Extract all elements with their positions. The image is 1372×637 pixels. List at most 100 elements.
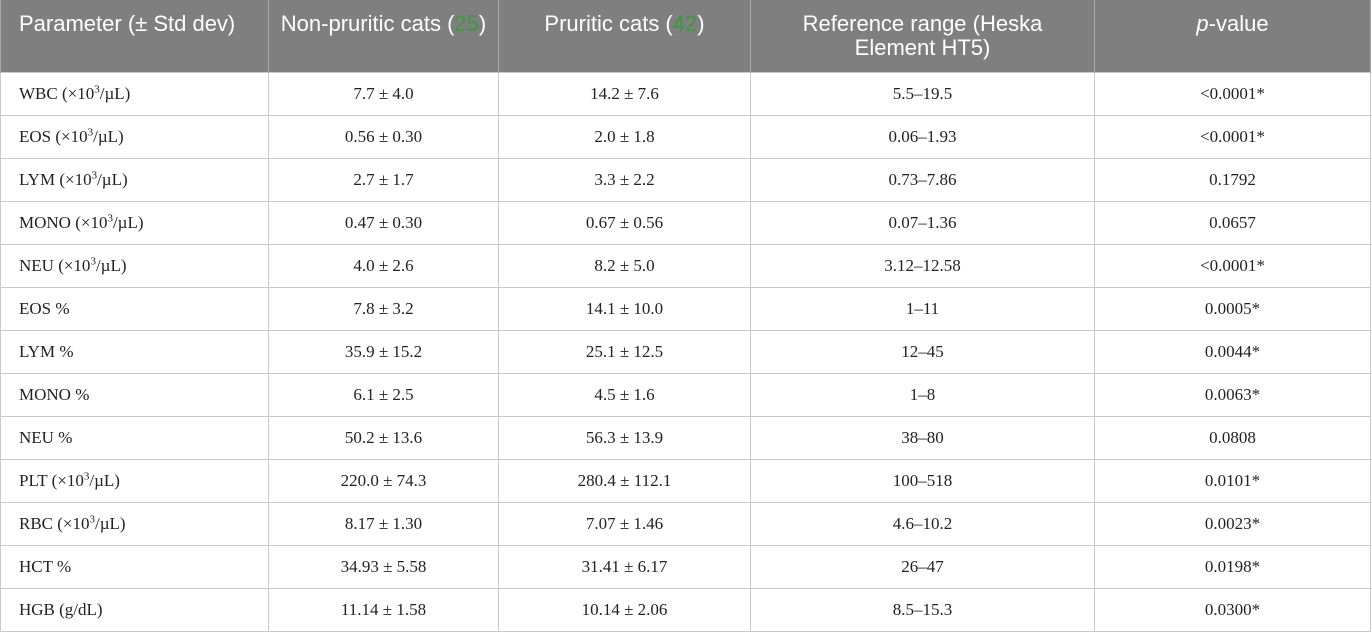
parameter-exponent: 3 xyxy=(83,469,90,482)
header-non-pruritic: Non-pruritic cats (25) xyxy=(268,0,499,72)
parameter-unit: /µL) xyxy=(112,212,144,232)
pruritic-cell: 10.14 ± 2.06 xyxy=(498,587,751,632)
non-pruritic-cell: 7.7 ± 4.0 xyxy=(268,71,499,116)
p-value-cell: <0.0001* xyxy=(1094,71,1371,116)
p-value-cell: 0.0063* xyxy=(1094,372,1371,417)
reference-range-cell: 12–45 xyxy=(750,329,1095,374)
table-row: MONO (×103/µL) 0.47 ± 0.30 0.67 ± 0.56 0.07… xyxy=(0,200,1371,245)
parameter-name: EOS (×10 xyxy=(19,126,88,146)
parameter-unit: /µL) xyxy=(97,169,128,189)
reference-range-cell: 100–518 xyxy=(750,458,1095,503)
p-value-cell: 0.0198* xyxy=(1094,544,1371,589)
pruritic-cell: 4.5 ± 1.6 xyxy=(498,372,751,417)
p-value-cell: 0.0044* xyxy=(1094,329,1371,374)
non-pruritic-cell: 8.17 ± 1.30 xyxy=(268,501,499,546)
non-pruritic-cell: 2.7 ± 1.7 xyxy=(268,157,499,202)
p-value-cell: 0.0023* xyxy=(1094,501,1371,546)
reference-range-cell: 26–47 xyxy=(750,544,1095,589)
parameter-cell: PLT (×103/µL) xyxy=(0,458,269,503)
header-pruritic-label: Pruritic cats ( xyxy=(544,11,673,36)
parameter-name: HCT % xyxy=(19,556,72,576)
parameter-name: NEU % xyxy=(19,427,73,447)
parameter-cell: EOS (×103/µL) xyxy=(0,114,269,159)
parameter-cell: EOS % xyxy=(0,286,269,331)
parameter-cell: MONO (×103/µL) xyxy=(0,200,269,245)
p-value-cell: <0.0001* xyxy=(1094,114,1371,159)
reference-range-cell: 38–80 xyxy=(750,415,1095,460)
p-value-cell: <0.0001* xyxy=(1094,243,1371,288)
header-row: Parameter (± Std dev) Non-pruritic cats … xyxy=(0,0,1371,72)
pruritic-cell: 14.2 ± 7.6 xyxy=(498,71,751,116)
header-p-italic: p xyxy=(1196,11,1209,36)
non-pruritic-cell: 0.47 ± 0.30 xyxy=(268,200,499,245)
parameter-cell: NEU (×103/µL) xyxy=(0,243,269,288)
parameter-unit: /µL) xyxy=(95,255,127,275)
pruritic-cell: 7.07 ± 1.46 xyxy=(498,501,751,546)
table-row: EOS (×103/µL) 0.56 ± 0.30 2.0 ± 1.8 0.06–1.… xyxy=(0,114,1371,159)
p-value-cell: 0.0101* xyxy=(1094,458,1371,503)
header-pruritic: Pruritic cats (42) xyxy=(498,0,751,72)
parameter-name: RBC (×10 xyxy=(19,513,90,533)
p-value-cell: 0.0808 xyxy=(1094,415,1371,460)
non-pruritic-cell: 0.56 ± 0.30 xyxy=(268,114,499,159)
non-pruritic-cell: 35.9 ± 15.2 xyxy=(268,329,499,374)
pruritic-cell: 14.1 ± 10.0 xyxy=(498,286,751,331)
table-row: NEU (×103/µL) 4.0 ± 2.6 8.2 ± 5.0 3.12–12.5… xyxy=(0,243,1371,288)
table-row: PLT (×103/µL) 220.0 ± 74.3 280.4 ± 112.1 10… xyxy=(0,458,1371,503)
pruritic-cell: 2.0 ± 1.8 xyxy=(498,114,751,159)
reference-range-cell: 1–11 xyxy=(750,286,1095,331)
parameter-cell: MONO % xyxy=(0,372,269,417)
parameter-unit: /µL) xyxy=(93,126,124,146)
parameter-name: PLT (×10 xyxy=(19,470,84,490)
reference-range-cell: 0.06–1.93 xyxy=(750,114,1095,159)
table-row: MONO % 6.1 ± 2.5 4.5 ± 1.6 1–8 0.0063* xyxy=(0,372,1371,417)
parameter-name: LYM % xyxy=(19,341,74,361)
reference-range-cell: 0.07–1.36 xyxy=(750,200,1095,245)
table-row: HGB (g/dL) 11.14 ± 1.58 10.14 ± 2.06 8.5–15… xyxy=(0,587,1371,632)
p-value-cell: 0.1792 xyxy=(1094,157,1371,202)
parameter-exponent: 3 xyxy=(90,254,96,267)
parameter-unit: /µL) xyxy=(99,83,131,103)
pruritic-cell: 31.41 ± 6.17 xyxy=(498,544,751,589)
header-non-pruritic-label: Non-pruritic cats ( xyxy=(280,11,455,36)
p-value-cell: 0.0300* xyxy=(1094,587,1371,632)
parameter-exponent: 3 xyxy=(94,82,100,95)
reference-range-cell: 5.5–19.5 xyxy=(750,71,1095,116)
non-pruritic-cell: 220.0 ± 74.3 xyxy=(268,458,499,503)
header-pruritic-close: ) xyxy=(697,11,705,36)
non-pruritic-count: 25 xyxy=(454,11,479,36)
non-pruritic-cell: 6.1 ± 2.5 xyxy=(268,372,499,417)
parameter-unit: /µL) xyxy=(95,513,126,533)
non-pruritic-cell: 4.0 ± 2.6 xyxy=(268,243,499,288)
table-header: Parameter (± Std dev) Non-pruritic cats … xyxy=(0,0,1371,72)
parameter-exponent: 3 xyxy=(91,168,98,181)
header-p-rest: -value xyxy=(1208,11,1269,36)
table-row: NEU % 50.2 ± 13.6 56.3 ± 13.9 38–80 0.0808 xyxy=(0,415,1371,460)
table-row: HCT % 34.93 ± 5.58 31.41 ± 6.17 26–47 0.0198… xyxy=(0,544,1371,589)
parameter-cell: HCT % xyxy=(0,544,269,589)
parameter-name: NEU (×10 xyxy=(19,255,91,275)
pruritic-cell: 280.4 ± 112.1 xyxy=(498,458,751,503)
parameter-exponent: 3 xyxy=(89,512,96,525)
table-body: WBC (×103/µL) 7.7 ± 4.0 14.2 ± 7.6 5.5–19.5… xyxy=(0,71,1371,632)
non-pruritic-cell: 11.14 ± 1.58 xyxy=(268,587,499,632)
parameter-cell: LYM (×103/µL) xyxy=(0,157,269,202)
parameter-cell: HGB (g/dL) xyxy=(0,587,269,632)
header-p-value: p-value xyxy=(1094,0,1371,72)
parameter-name: MONO % xyxy=(19,384,90,404)
table-row: LYM (×103/µL) 2.7 ± 1.7 3.3 ± 2.2 0.73–7.86… xyxy=(0,157,1371,202)
header-non-pruritic-close: ) xyxy=(478,11,487,36)
pruritic-cell: 25.1 ± 12.5 xyxy=(498,329,751,374)
header-reference-range: Reference range (Heska Element HT5) xyxy=(750,0,1095,72)
pruritic-count: 42 xyxy=(672,11,698,36)
reference-range-cell: 4.6–10.2 xyxy=(750,501,1095,546)
table-row: EOS % 7.8 ± 3.2 14.1 ± 10.0 1–11 0.0005* xyxy=(0,286,1371,331)
table-row: LYM % 35.9 ± 15.2 25.1 ± 12.5 12–45 0.0044* xyxy=(0,329,1371,374)
parameter-exponent: 3 xyxy=(107,211,113,224)
parameter-name: HGB (g/dL) xyxy=(19,599,103,619)
parameter-cell: WBC (×103/µL) xyxy=(0,71,269,116)
non-pruritic-cell: 7.8 ± 3.2 xyxy=(268,286,499,331)
parameter-cell: NEU % xyxy=(0,415,269,460)
pruritic-cell: 8.2 ± 5.0 xyxy=(498,243,751,288)
